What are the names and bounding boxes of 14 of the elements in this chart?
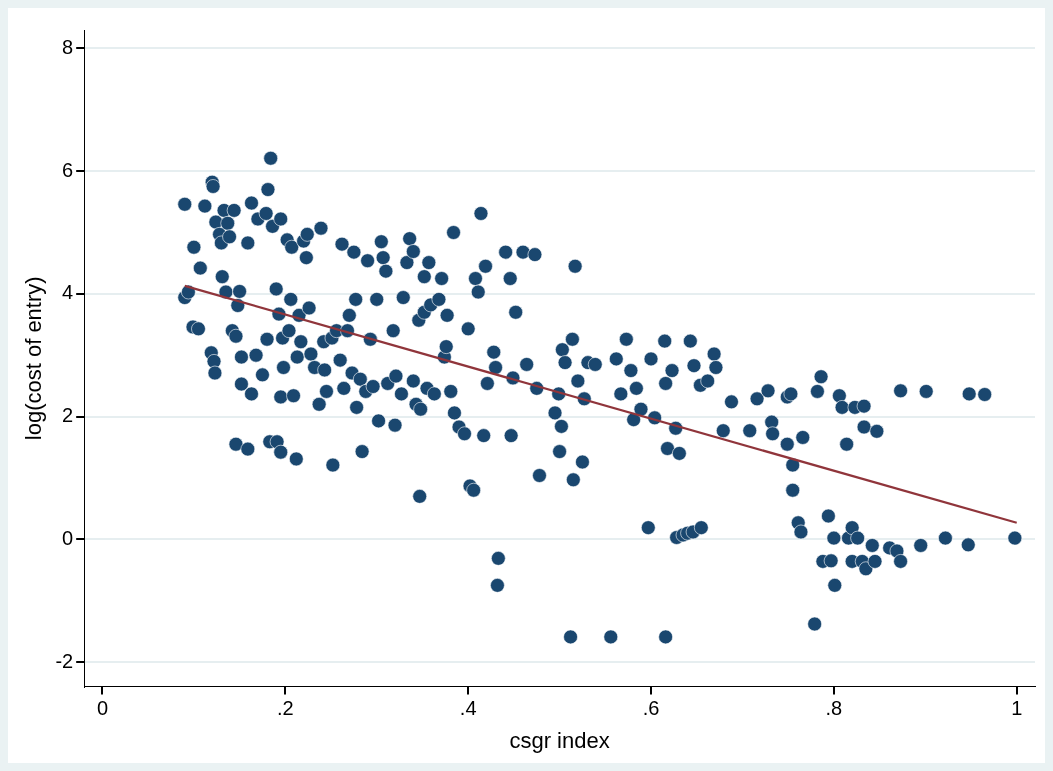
y-tick-label: 0 xyxy=(62,526,74,549)
x-tick-label: .4 xyxy=(459,697,477,720)
x-axis-title: csgr index xyxy=(509,727,610,753)
y-tick-label: 8 xyxy=(62,35,74,58)
y-tick-label: 4 xyxy=(62,281,74,304)
y-tick-label: -2 xyxy=(55,649,74,672)
x-tick-label: 1 xyxy=(1011,697,1023,720)
y-axis-title: log(cost of entry) xyxy=(21,276,47,441)
x-tick-label: .8 xyxy=(825,697,843,720)
x-tick-label: .6 xyxy=(642,697,660,720)
y-tick-label: 6 xyxy=(62,158,74,181)
y-tick-label: 2 xyxy=(62,404,74,427)
x-tick-label: .2 xyxy=(276,697,294,720)
x-tick-label: 0 xyxy=(96,697,109,720)
